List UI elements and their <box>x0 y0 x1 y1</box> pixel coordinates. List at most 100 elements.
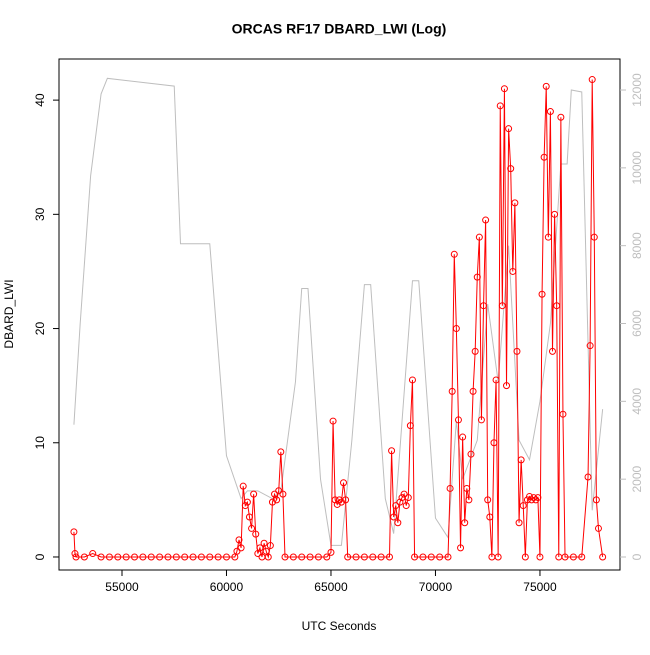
y-tick-label: 10 <box>33 436 47 450</box>
data-point <box>528 496 536 504</box>
x-tick-label: 60000 <box>210 580 244 594</box>
data-point <box>275 487 283 495</box>
data-point <box>331 496 339 504</box>
data-point <box>515 519 523 527</box>
data-point <box>467 450 475 458</box>
data-point <box>248 524 256 532</box>
data-point <box>250 490 258 498</box>
data-point <box>588 76 596 84</box>
data-point <box>578 553 586 561</box>
data-point <box>268 498 276 506</box>
data-point <box>561 553 569 561</box>
data-point <box>584 473 592 481</box>
data-point <box>553 302 561 310</box>
data-point <box>172 553 180 561</box>
data-point <box>306 553 314 561</box>
data-point <box>586 342 594 350</box>
data-point <box>523 496 531 504</box>
data-point <box>519 502 527 510</box>
data-point <box>394 519 402 527</box>
data-point <box>484 496 492 504</box>
data-point <box>551 210 559 218</box>
data-point <box>390 513 398 521</box>
data-point <box>197 553 205 561</box>
data-point <box>463 484 471 492</box>
plot-frame <box>58 58 621 571</box>
data-point <box>452 325 460 333</box>
data-point <box>327 548 335 556</box>
data-point <box>408 376 416 384</box>
data-point <box>235 536 243 544</box>
data-point <box>532 496 540 504</box>
y-tick-label: 0 <box>33 553 47 560</box>
data-point <box>427 553 435 561</box>
data-point <box>526 492 534 500</box>
data-point <box>80 553 88 561</box>
data-point <box>419 553 427 561</box>
data-point <box>480 302 488 310</box>
data-point <box>264 553 272 561</box>
data-point <box>406 422 414 430</box>
data-point <box>496 102 504 110</box>
data-point <box>266 542 274 550</box>
data-point <box>482 216 490 224</box>
data-point <box>509 267 517 275</box>
data-point <box>396 498 404 506</box>
x-axis-label: UTC Seconds <box>302 619 377 633</box>
data-point <box>252 530 260 538</box>
data-point <box>540 153 548 161</box>
data-point <box>448 387 456 395</box>
data-point <box>385 553 393 561</box>
data-point <box>457 544 465 552</box>
data-point <box>122 553 130 561</box>
data-point <box>97 553 105 561</box>
data-point <box>444 553 452 561</box>
data-point <box>333 500 341 508</box>
y2-tick-label: 12000 <box>630 73 644 107</box>
data-point <box>459 433 467 441</box>
data-point <box>189 553 197 561</box>
data-point <box>469 387 477 395</box>
data-point <box>450 250 458 258</box>
data-point <box>569 553 577 561</box>
data-point <box>233 547 241 555</box>
data-point <box>454 416 462 424</box>
data-point <box>344 553 352 561</box>
data-point <box>494 553 502 561</box>
y2-tick-label: 8000 <box>630 232 644 259</box>
data-point <box>400 490 408 498</box>
data-point <box>548 347 556 355</box>
data-point <box>147 553 155 561</box>
data-point <box>544 233 552 241</box>
data-point <box>505 125 513 133</box>
data-point <box>490 439 498 447</box>
data-point <box>507 165 515 173</box>
data-point <box>534 494 542 502</box>
data-point <box>245 513 253 521</box>
data-point <box>114 553 122 561</box>
data-point <box>465 496 473 504</box>
data-point <box>513 347 521 355</box>
y-tick-label: 40 <box>33 93 47 107</box>
data-point <box>181 553 189 561</box>
data-point <box>475 233 483 241</box>
series-line <box>73 77 604 546</box>
data-point <box>517 456 525 464</box>
data-point <box>279 490 287 498</box>
data-point <box>277 448 285 456</box>
data-point <box>388 447 396 455</box>
data-point <box>492 376 500 384</box>
data-point <box>329 417 337 425</box>
data-point <box>486 513 494 521</box>
data-point <box>243 498 251 506</box>
x-tick-label: 70000 <box>419 580 453 594</box>
data-point <box>521 553 529 561</box>
data-point <box>530 494 538 502</box>
data-point <box>500 85 508 93</box>
data-point <box>377 553 385 561</box>
data-point <box>89 550 97 558</box>
data-point <box>404 494 412 502</box>
data-point <box>289 553 297 561</box>
data-point <box>511 199 519 207</box>
